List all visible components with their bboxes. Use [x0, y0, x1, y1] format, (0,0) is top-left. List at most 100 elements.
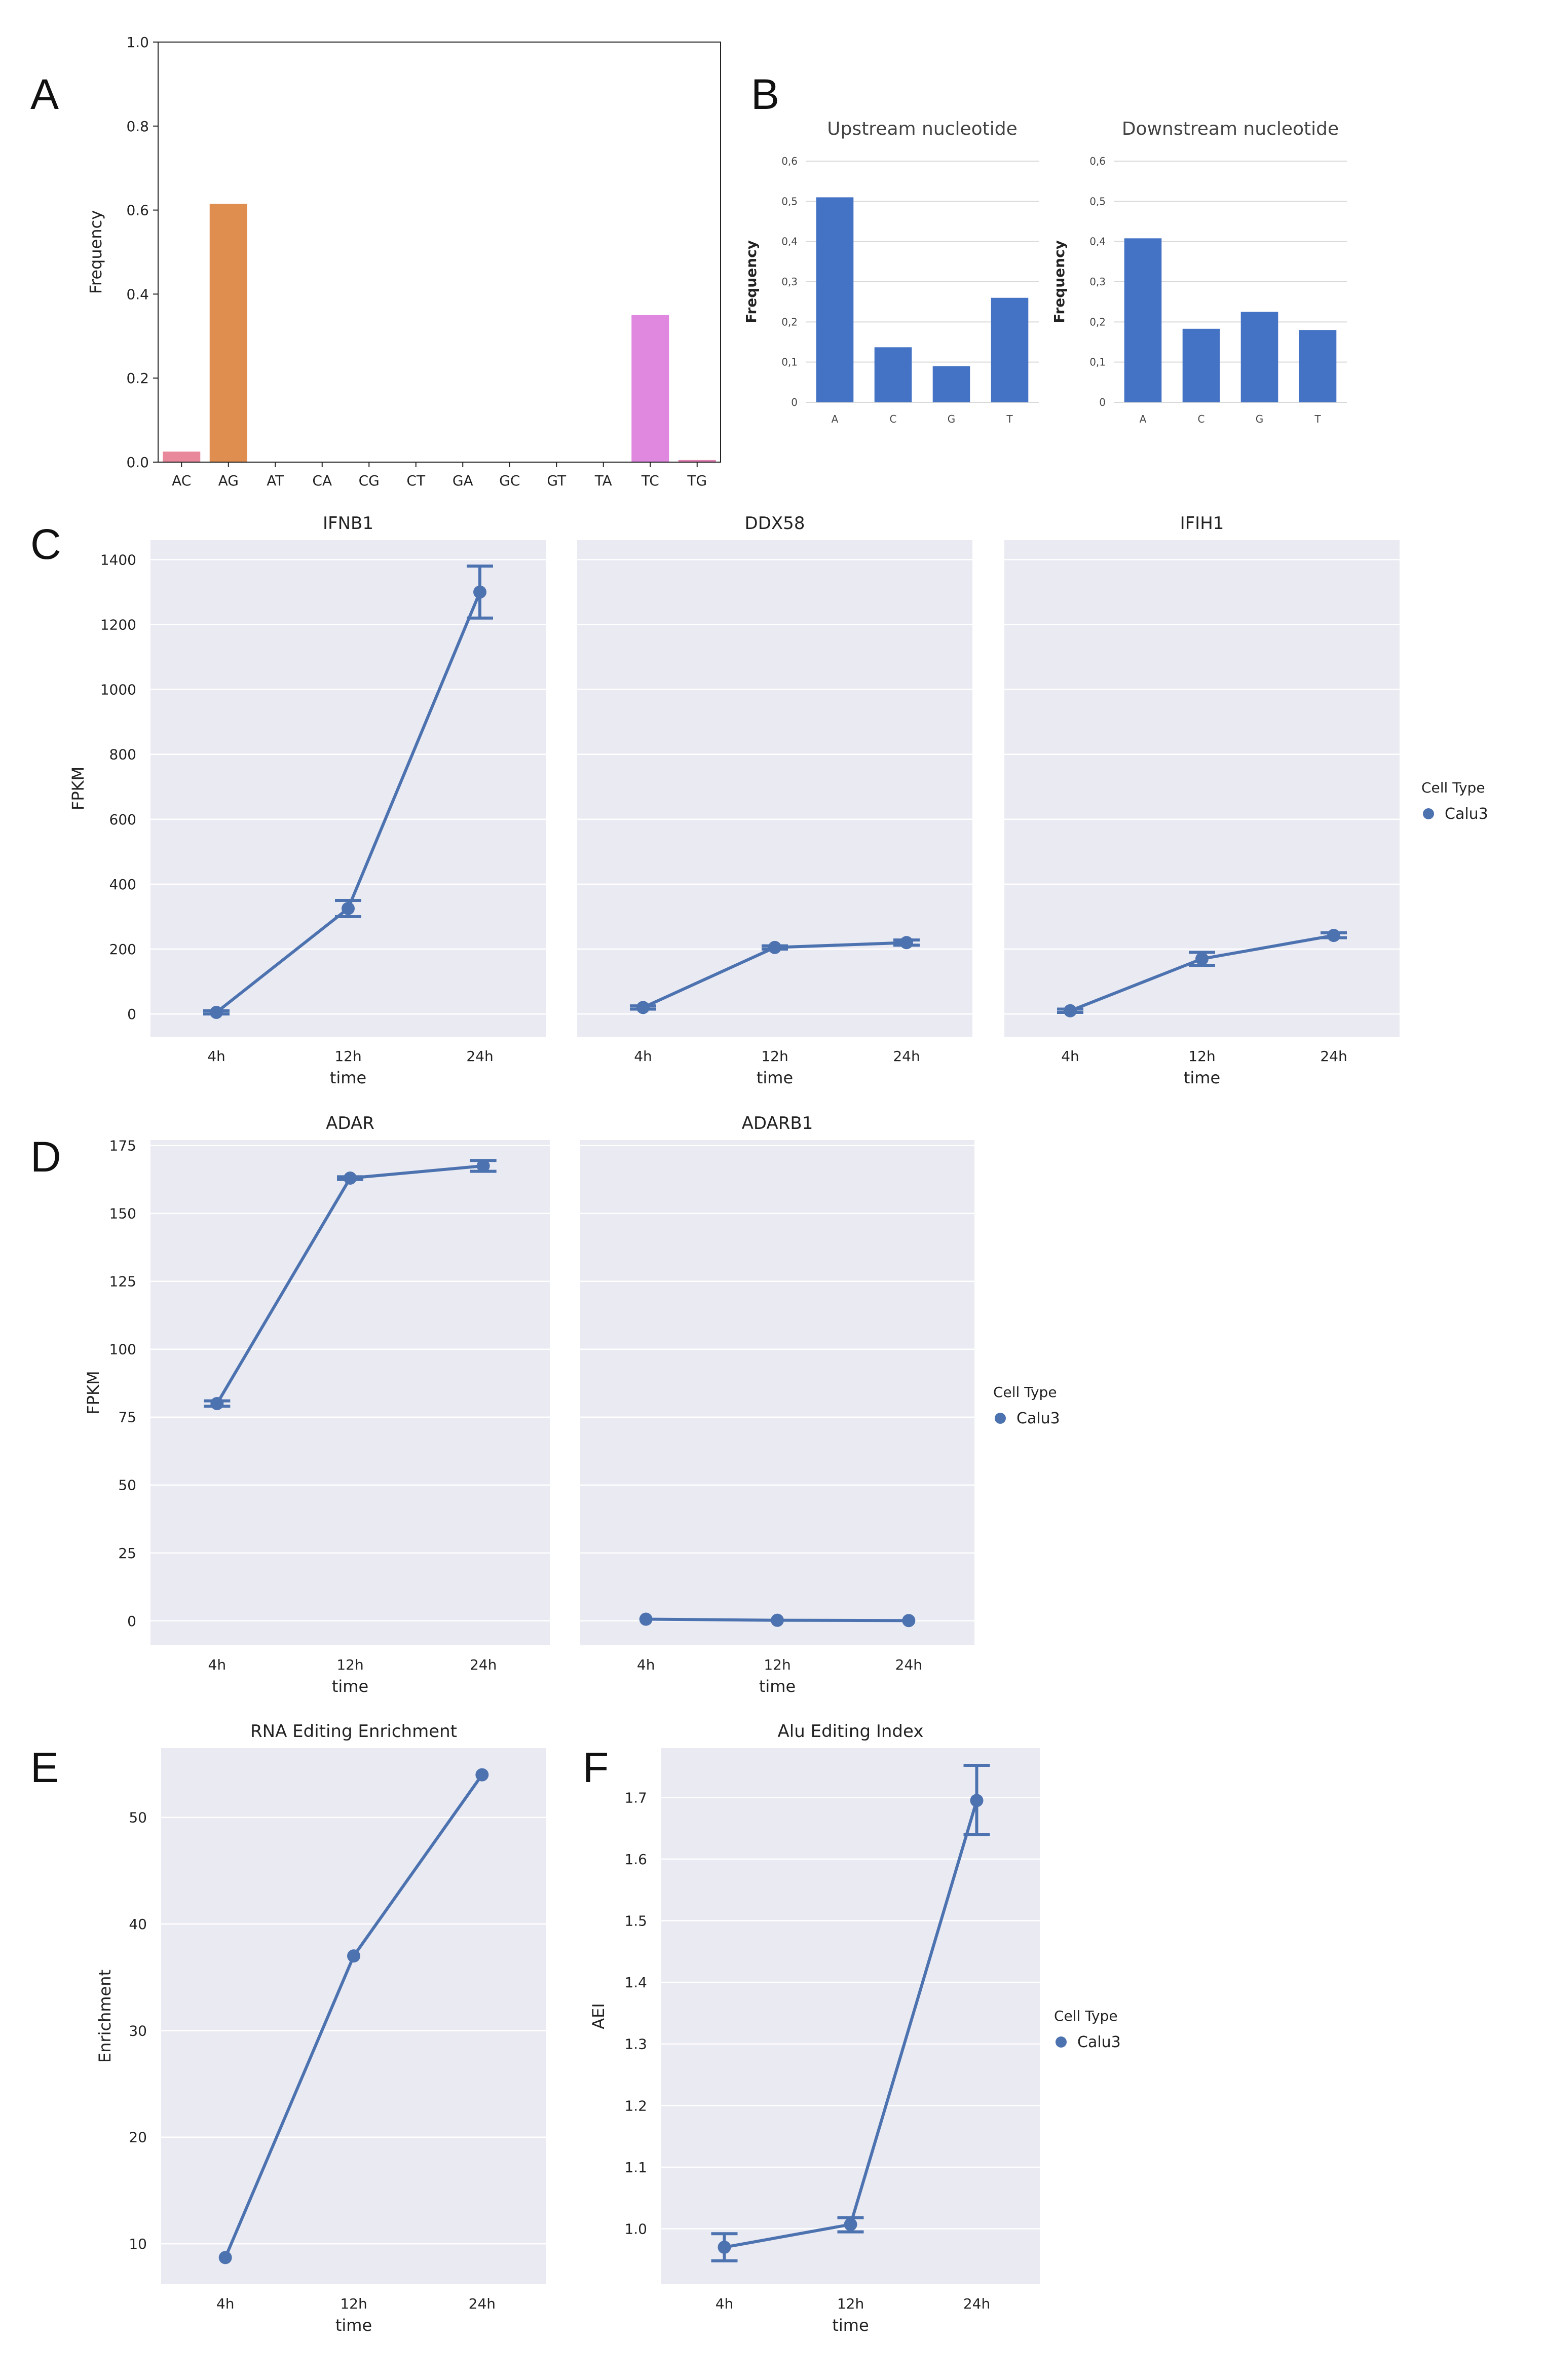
y-tick-label: 0,5: [781, 195, 798, 207]
legend-item-label: Calu3: [1445, 805, 1488, 823]
data-point-4h: [218, 2251, 232, 2264]
x-axis-label: time: [332, 1677, 368, 1696]
y-tick-label: 0,3: [781, 276, 798, 288]
chart-title: ADARB1: [742, 1113, 813, 1134]
chart-c2: 4h 12h 24h time DDX58: [577, 513, 972, 1087]
legend-marker: [995, 1413, 1006, 1424]
x-tick-label: AG: [218, 472, 239, 489]
legend-title: Cell Type: [1421, 779, 1485, 796]
x-axis-label: time: [832, 2316, 869, 2335]
x-axis-label: time: [330, 1068, 366, 1087]
legend-marker: [1423, 808, 1434, 819]
bar-c: [874, 347, 912, 402]
x-tick-label: 4h: [637, 1656, 655, 1673]
bar-a: [1124, 238, 1162, 402]
x-tick-label: GT: [547, 472, 567, 489]
legend-marker: [1056, 2036, 1067, 2048]
plot-area: [161, 1748, 546, 2284]
data-point-24h: [900, 936, 913, 950]
y-tick-label: 0,2: [781, 316, 798, 328]
chart-title: ADAR: [326, 1113, 374, 1134]
y-axis-label: AEI: [589, 2003, 608, 2029]
x-tick-label: CT: [406, 472, 426, 489]
chart-title: Upstream nucleotide: [827, 119, 1018, 139]
y-tick-label: 600: [109, 811, 136, 828]
y-tick-label: 1200: [100, 617, 136, 633]
chart-title: DDX58: [745, 513, 805, 534]
data-point-12h: [844, 2218, 857, 2232]
y-tick-label: 200: [109, 941, 136, 958]
y-tick-label: 100: [109, 1341, 136, 1358]
y-tick-label: 1.5: [624, 1913, 647, 1930]
y-tick-label: 0,1: [781, 356, 798, 368]
x-tick-label: 12h: [837, 2295, 864, 2312]
y-tick-label: 1000: [100, 682, 136, 698]
y-tick-label: 0: [127, 1613, 136, 1630]
x-tick-label: 4h: [1061, 1048, 1079, 1065]
y-tick-label: 25: [118, 1545, 136, 1562]
x-tick-label: T: [1314, 413, 1321, 425]
y-tick-label: 1.6: [624, 1851, 647, 1868]
y-tick-label: 175: [109, 1138, 136, 1154]
x-tick-label: 4h: [216, 2295, 235, 2312]
x-tick-label: 12h: [334, 1048, 361, 1065]
y-tick-label: 0: [1099, 396, 1106, 408]
y-tick-label: 0,6: [781, 155, 798, 167]
chart-title: Downstream nucleotide: [1122, 119, 1339, 139]
panel-label-a: A: [30, 70, 59, 118]
plot-area: [661, 1748, 1040, 2284]
chart-d2: 4h 12h 24h time ADARB1: [580, 1113, 974, 1696]
data-point-4h: [636, 1001, 650, 1014]
x-axis-label: time: [759, 1677, 796, 1696]
y-tick-label: 0.0: [126, 454, 149, 471]
x-axis-label: time: [335, 2316, 372, 2335]
y-tick-label: 0,4: [1089, 236, 1106, 248]
y-axis-label: Enrichment: [95, 1970, 115, 2063]
y-tick-label: 1.0: [126, 34, 149, 51]
chart-title: IFIH1: [1180, 513, 1224, 534]
data-point-12h: [1195, 952, 1209, 966]
x-tick-label: 12h: [336, 1656, 363, 1673]
chart-e: 10 20 30 40 50 4h 12h 24h time RNA Editing Enrich…: [95, 1721, 546, 2335]
y-axis-label: FPKM: [68, 767, 88, 810]
y-tick-label: 1.4: [624, 1974, 647, 1991]
chart-title: Alu Editing Index: [778, 1721, 924, 1742]
bar-tc: [631, 315, 669, 462]
chart-b2: Downstream nucleotide 0 0,1 0,2 0,3 0,4 0,5 0,6…: [1051, 119, 1347, 425]
chart-b1: Upstream nucleotide 0 0,1 0,2 0,3 0,4 0,5 0,6 A C…: [743, 119, 1039, 425]
x-tick-label: 12h: [761, 1048, 788, 1065]
x-tick-label: 4h: [715, 2295, 734, 2312]
x-tick-label: AT: [267, 472, 284, 489]
chart-d1: 0 25 50 75 100 125 150 175 4h 12h 24h time ADAR FPKM: [84, 1113, 550, 1696]
chart-a: 0.0 0.2 0.4 0.6 0.8 1.0 AC AG AT CA CG CT GA GC GT TA TC…: [86, 34, 721, 489]
x-tick-label: CG: [359, 472, 380, 489]
y-tick-label: 800: [109, 746, 136, 763]
plot-area: [577, 540, 972, 1037]
y-tick-label: 400: [109, 876, 136, 893]
y-tick-label: 0.8: [126, 118, 149, 135]
x-tick-label: 24h: [963, 2295, 990, 2312]
x-tick-label: A: [1140, 413, 1147, 425]
y-axis-label: Frequency: [86, 210, 105, 294]
plot-area: [150, 540, 546, 1037]
x-tick-label: T: [1006, 413, 1013, 425]
data-point-24h: [902, 1614, 916, 1628]
y-axis-label: Frequency: [1051, 240, 1068, 323]
y-tick-label: 1.3: [624, 2036, 647, 2053]
panel-label-c: C: [30, 520, 61, 568]
chart-f: 1.0 1.1 1.2 1.3 1.4 1.5 1.6 1.7 4h 12h 24h time Alu …: [589, 1721, 1040, 2335]
x-tick-label: G: [1256, 413, 1264, 425]
x-axis-label: time: [757, 1068, 793, 1087]
y-axis-label: Frequency: [743, 240, 760, 323]
data-point-12h: [347, 1949, 360, 1963]
x-tick-label: TC: [641, 472, 659, 489]
bar-c: [1182, 328, 1220, 402]
y-tick-label: 0: [791, 396, 798, 408]
x-tick-label: 24h: [466, 1048, 493, 1065]
panel-label-d: D: [30, 1133, 61, 1181]
x-tick-label: A: [832, 413, 839, 425]
data-point-12h: [771, 1613, 784, 1627]
y-tick-label: 50: [118, 1477, 136, 1494]
y-tick-label: 1.2: [624, 2097, 647, 2114]
